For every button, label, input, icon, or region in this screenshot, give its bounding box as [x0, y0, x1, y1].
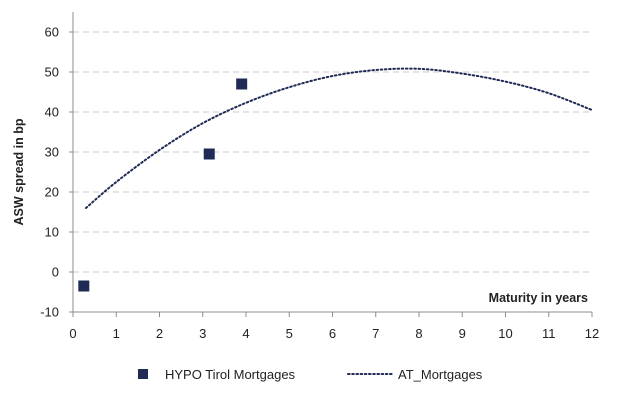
series-layer — [78, 69, 592, 292]
y-tick-label: 10 — [45, 225, 59, 240]
legend-swatch-square — [138, 369, 148, 379]
x-tick-label: 1 — [113, 326, 120, 341]
x-tick-label: 9 — [459, 326, 466, 341]
x-tick-label: 12 — [585, 326, 599, 341]
x-tick-label: 11 — [542, 326, 556, 341]
x-tick-label: 3 — [199, 326, 206, 341]
x-tick-label: 5 — [286, 326, 293, 341]
y-tick-label: 40 — [45, 105, 59, 120]
grid-layer — [73, 32, 592, 272]
series-line-at-mortgages — [86, 69, 592, 208]
legend-label: HYPO Tirol Mortgages — [165, 367, 296, 382]
x-tick-label: 8 — [415, 326, 422, 341]
legend-item: AT_Mortgages — [348, 367, 483, 382]
axis-layer — [69, 12, 592, 317]
y-tick-label: 60 — [45, 25, 59, 40]
legend: HYPO Tirol Mortgages AT_Mortgages — [138, 367, 483, 382]
x-tick-label: 6 — [329, 326, 336, 341]
data-point-hypo-tirol — [204, 149, 215, 160]
x-tick-label: 2 — [156, 326, 163, 341]
y-tick-label: 30 — [45, 145, 59, 160]
x-tick-label: 4 — [242, 326, 249, 341]
data-point-hypo-tirol — [78, 281, 89, 292]
x-axis-title: Maturity in years — [489, 291, 588, 305]
y-tick-label: -10 — [40, 305, 59, 320]
y-tick-label: 0 — [52, 265, 59, 280]
x-tick-label: 7 — [372, 326, 379, 341]
y-tick-label: 20 — [45, 185, 59, 200]
x-tick-label: 0 — [69, 326, 76, 341]
x-tick-label: 10 — [498, 326, 512, 341]
legend-label: AT_Mortgages — [398, 367, 483, 382]
data-point-hypo-tirol — [236, 79, 247, 90]
legend-item: HYPO Tirol Mortgages — [138, 367, 296, 382]
y-tick-label: 50 — [45, 65, 59, 80]
y-axis-title: ASW spread in bp — [12, 118, 26, 225]
